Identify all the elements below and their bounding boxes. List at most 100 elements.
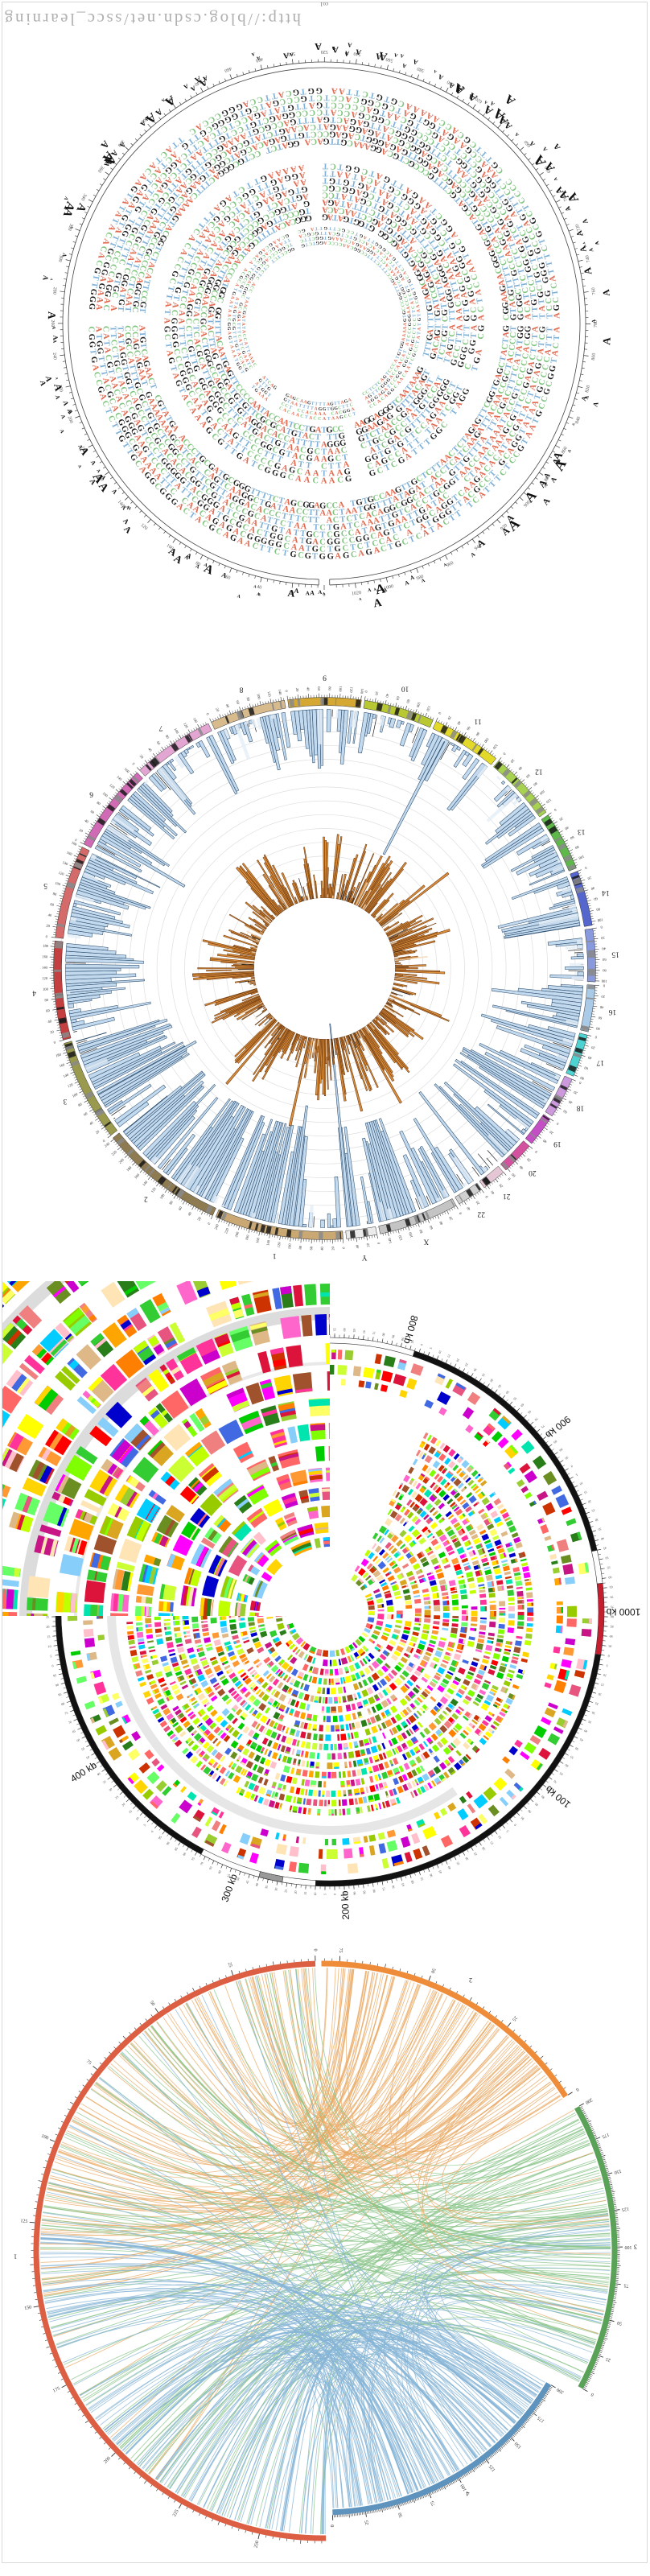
svg-text:A: A bbox=[244, 516, 253, 526]
svg-text:A: A bbox=[591, 319, 597, 323]
svg-text:A: A bbox=[68, 225, 73, 230]
svg-text:100: 100 bbox=[43, 987, 49, 991]
svg-text:G: G bbox=[307, 86, 315, 95]
svg-text:80: 80 bbox=[52, 892, 57, 896]
svg-text:T: T bbox=[471, 365, 481, 373]
svg-text:A: A bbox=[315, 41, 322, 52]
svg-text:35: 35 bbox=[587, 1720, 592, 1725]
svg-text:120: 120 bbox=[58, 871, 65, 876]
svg-text:G: G bbox=[227, 336, 232, 340]
svg-text:60: 60 bbox=[309, 1246, 313, 1251]
svg-text:A: A bbox=[601, 288, 612, 296]
svg-text:A: A bbox=[591, 401, 599, 407]
svg-text:T: T bbox=[362, 497, 369, 506]
svg-text:720: 720 bbox=[575, 223, 582, 232]
svg-text:A: A bbox=[344, 51, 349, 56]
svg-text:15: 15 bbox=[47, 1634, 50, 1638]
svg-text:80: 80 bbox=[381, 1333, 386, 1337]
svg-text:T: T bbox=[514, 352, 524, 359]
svg-text:C: C bbox=[500, 343, 510, 350]
svg-text:C: C bbox=[535, 355, 545, 362]
svg-text:A: A bbox=[102, 160, 111, 168]
svg-text:T: T bbox=[374, 501, 382, 511]
svg-text:T: T bbox=[383, 94, 391, 104]
svg-text:C: C bbox=[167, 277, 178, 285]
svg-text:T: T bbox=[288, 513, 295, 523]
svg-text:C: C bbox=[297, 229, 302, 234]
svg-text:A: A bbox=[383, 587, 388, 594]
svg-text:T: T bbox=[542, 252, 553, 260]
svg-text:A: A bbox=[63, 196, 69, 201]
svg-text:A: A bbox=[520, 403, 531, 413]
svg-text:T: T bbox=[490, 384, 500, 392]
svg-text:T: T bbox=[509, 326, 518, 332]
svg-text:60: 60 bbox=[178, 1206, 183, 1211]
svg-text:A: A bbox=[522, 345, 532, 352]
svg-text:A: A bbox=[256, 592, 260, 598]
svg-text:A: A bbox=[310, 226, 315, 232]
svg-text:0: 0 bbox=[150, 1829, 154, 1833]
svg-text:20: 20 bbox=[289, 591, 294, 596]
svg-text:20: 20 bbox=[573, 1090, 578, 1095]
svg-text:50: 50 bbox=[574, 1746, 579, 1751]
svg-text:T: T bbox=[381, 498, 389, 509]
svg-text:140: 140 bbox=[265, 1239, 270, 1246]
svg-text:T: T bbox=[553, 335, 562, 341]
svg-text:100: 100 bbox=[256, 693, 261, 700]
svg-text:T: T bbox=[500, 442, 510, 451]
svg-text:C: C bbox=[228, 517, 237, 527]
svg-text:G: G bbox=[87, 303, 97, 310]
svg-text:C: C bbox=[332, 509, 339, 517]
svg-text:C: C bbox=[516, 394, 527, 403]
svg-text:85: 85 bbox=[553, 1440, 557, 1445]
svg-text:A: A bbox=[314, 455, 321, 464]
svg-text:T: T bbox=[533, 393, 543, 401]
svg-text:A: A bbox=[542, 471, 552, 480]
svg-text:C: C bbox=[227, 501, 237, 511]
svg-text:40: 40 bbox=[225, 703, 231, 709]
svg-text:G: G bbox=[418, 317, 422, 321]
svg-text:G: G bbox=[302, 501, 310, 510]
svg-text:T: T bbox=[428, 483, 438, 493]
svg-text:A: A bbox=[314, 501, 320, 510]
svg-text:T: T bbox=[265, 546, 273, 555]
svg-text:10: 10 bbox=[313, 1892, 317, 1895]
svg-text:C: C bbox=[552, 296, 562, 303]
svg-text:980: 980 bbox=[416, 575, 425, 582]
svg-text:C: C bbox=[530, 377, 541, 385]
svg-text:T: T bbox=[409, 518, 418, 529]
svg-text:T: T bbox=[166, 285, 175, 292]
svg-text:220: 220 bbox=[57, 385, 64, 393]
svg-text:20: 20 bbox=[587, 1499, 592, 1504]
svg-text:75: 75 bbox=[191, 1857, 195, 1861]
svg-text:800 kb: 800 kb bbox=[401, 1314, 420, 1346]
svg-text:G: G bbox=[87, 333, 96, 340]
svg-text:45: 45 bbox=[579, 1737, 584, 1742]
svg-text:40: 40 bbox=[517, 765, 523, 771]
svg-text:A: A bbox=[582, 266, 594, 276]
svg-text:100: 100 bbox=[102, 791, 109, 798]
svg-text:A: A bbox=[418, 521, 428, 532]
svg-text:T: T bbox=[214, 510, 223, 521]
svg-text:G: G bbox=[374, 523, 383, 534]
svg-text:A: A bbox=[263, 397, 269, 403]
svg-text:C: C bbox=[356, 542, 364, 551]
svg-text:60: 60 bbox=[76, 1737, 80, 1742]
svg-text:A: A bbox=[470, 550, 477, 558]
svg-text:T: T bbox=[91, 274, 101, 281]
svg-text:A: A bbox=[332, 44, 339, 54]
svg-text:20: 20 bbox=[139, 754, 145, 760]
svg-text:A: A bbox=[345, 507, 352, 517]
svg-text:A: A bbox=[422, 528, 431, 538]
svg-text:0: 0 bbox=[131, 762, 136, 767]
svg-text:420: 420 bbox=[166, 96, 175, 104]
svg-text:A: A bbox=[243, 538, 252, 549]
svg-text:G: G bbox=[400, 498, 409, 509]
svg-text:C: C bbox=[523, 340, 533, 347]
svg-text:100: 100 bbox=[408, 1231, 413, 1239]
svg-text:120: 120 bbox=[67, 1082, 74, 1089]
svg-text:C: C bbox=[301, 515, 308, 525]
svg-text:10: 10 bbox=[603, 1673, 607, 1678]
svg-text:C: C bbox=[503, 369, 513, 377]
svg-text:C: C bbox=[537, 402, 548, 410]
